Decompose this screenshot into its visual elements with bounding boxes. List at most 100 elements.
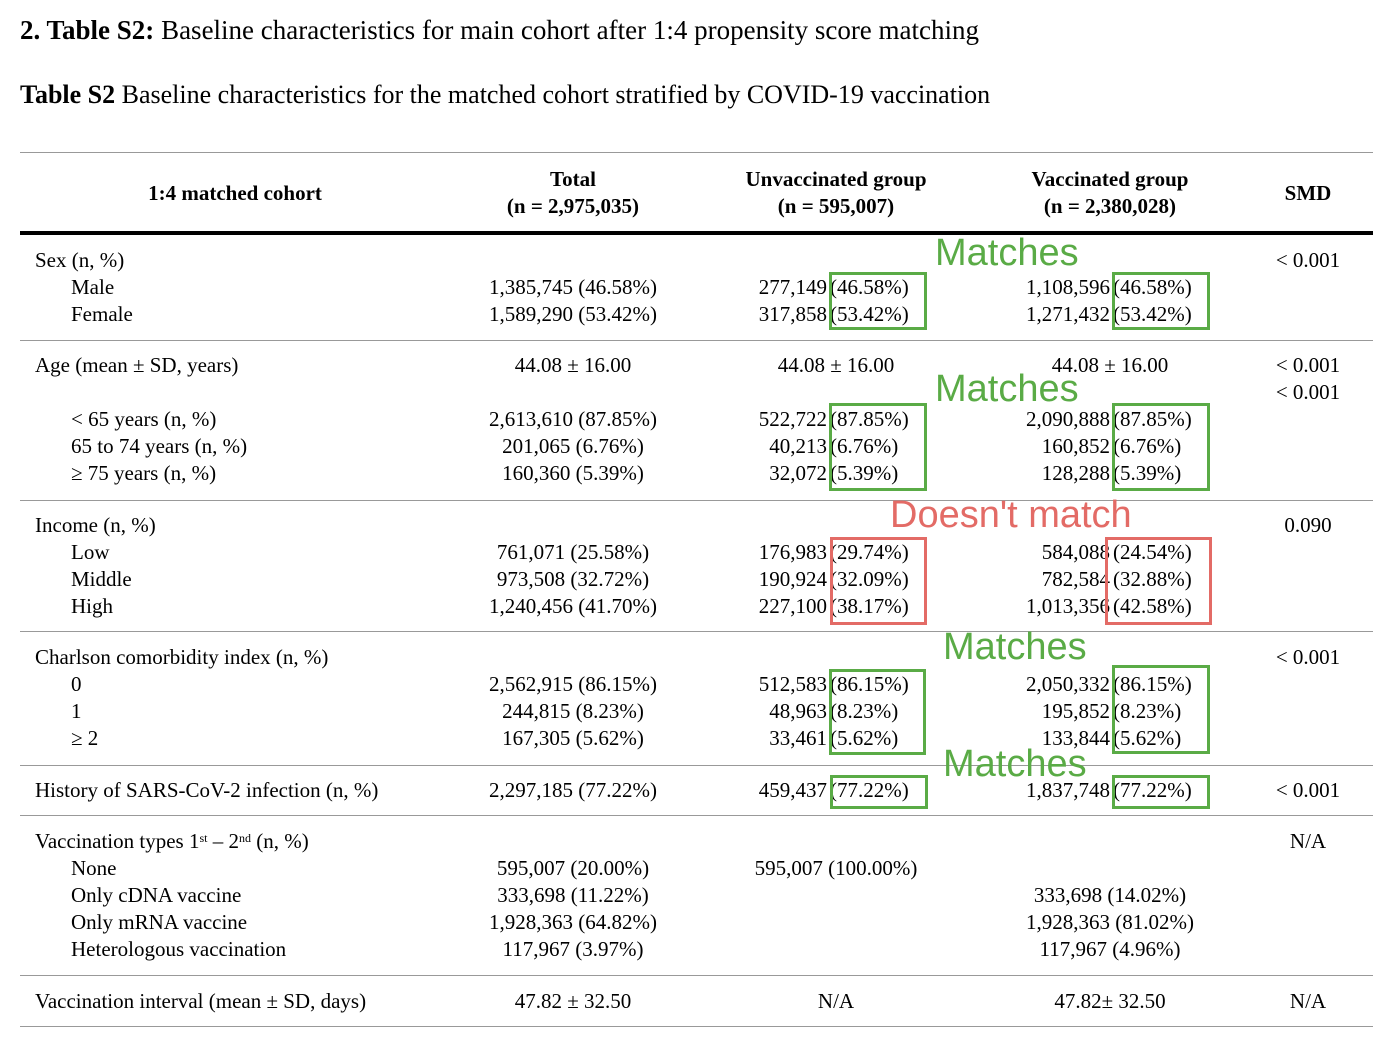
smd-cell: 0.090 <box>1284 513 1332 537</box>
heading-text: Baseline characteristics for main cohort… <box>154 15 980 45</box>
header-vacc-label: Vaccinated group <box>1031 167 1189 191</box>
unvaccinated-count: 317,858 <box>758 302 827 326</box>
vaccinated-percent: (42.58%) <box>1113 594 1192 618</box>
vaccinated-count: 128,288 <box>1041 461 1110 485</box>
row-sublabel: Male <box>71 275 115 299</box>
vaccinated-percent: (5.62%) <box>1113 726 1182 750</box>
match-highlight-box <box>1112 403 1210 491</box>
vaccinated-count: 2,050,332 <box>1026 672 1110 696</box>
match-highlight-box <box>829 272 927 330</box>
total-cell: 761,071 (25.58%) <box>496 540 650 564</box>
header-smd: SMD <box>1284 181 1332 205</box>
row-sublabel: ≥ 2 <box>71 726 99 750</box>
vaccinated-cell: 1,928,363 (81.02%) <box>1026 910 1194 934</box>
row-sublabel: Female <box>71 302 133 326</box>
unvaccinated-percent: (46.58%) <box>830 275 909 299</box>
vaccinated-count: 1,013,356 <box>1026 594 1110 618</box>
unvaccinated-cell: N/A <box>817 989 855 1013</box>
row-sublabel: 65 to 74 years (n, %) <box>71 434 248 458</box>
total-cell: 2,297,185 (77.22%) <box>489 778 657 802</box>
total-cell: 44.08 ± 16.00 <box>514 353 632 377</box>
caption-text: Baseline characteristics for the matched… <box>115 80 991 109</box>
header-total-n: (n = 2,975,035) <box>506 194 640 218</box>
vaccinated-count: 133,844 <box>1041 726 1110 750</box>
vaccinated-percent: (8.23%) <box>1113 699 1182 723</box>
unvaccinated-percent: (32.09%) <box>830 567 909 591</box>
vaccinated-percent: (77.22%) <box>1113 778 1192 802</box>
section-divider <box>20 765 1373 766</box>
match-highlight-box <box>1112 775 1210 809</box>
total-cell: 47.82 ± 32.50 <box>514 989 632 1013</box>
unvaccinated-count: 33,461 <box>769 726 827 750</box>
total-cell: 595,007 (20.00%) <box>496 856 650 880</box>
smd-cell: < 0.001 <box>1275 645 1341 669</box>
total-cell: 117,967 (3.97%) <box>502 937 644 961</box>
unvaccinated-percent: (5.62%) <box>830 726 899 750</box>
mismatch-highlight-box <box>830 537 927 625</box>
unvaccinated-count: 190,924 <box>758 567 827 591</box>
section-divider <box>20 815 1373 816</box>
row-label: Age (mean ± SD, years) <box>35 353 239 377</box>
total-cell: 2,613,610 (87.85%) <box>489 407 657 431</box>
vaccinated-count: 1,108,596 <box>1026 275 1110 299</box>
vaccinated-cell: 117,967 (4.96%) <box>1039 937 1181 961</box>
unvaccinated-count: 227,100 <box>758 594 827 618</box>
unvaccinated-percent: (38.17%) <box>830 594 909 618</box>
section-divider <box>20 631 1373 632</box>
header-unvac-n: (n = 595,007) <box>777 194 895 218</box>
unvaccinated-count: 40,213 <box>769 434 827 458</box>
annotation-label: Matches <box>935 368 1079 410</box>
total-cell: 1,385,745 (46.58%) <box>489 275 657 299</box>
vaccinated-count: 2,090,888 <box>1026 407 1110 431</box>
row-label: Charlson comorbidity index (n, %) <box>35 645 329 669</box>
total-cell: 973,508 (32.72%) <box>496 567 650 591</box>
total-cell: 1,589,290 (53.42%) <box>489 302 657 326</box>
table-top-rule <box>20 152 1373 153</box>
header-total: Total (n = 2,975,035) <box>423 166 723 220</box>
vaccinated-count: 160,852 <box>1041 434 1110 458</box>
row-label: Vaccination types 1st – 2nd (n, %) <box>35 828 455 854</box>
total-cell: 1,240,456 (41.70%) <box>489 594 657 618</box>
unvaccinated-percent: (77.22%) <box>830 778 909 802</box>
section-divider <box>20 500 1373 501</box>
section-divider <box>20 1026 1373 1027</box>
header-vacc-n: (n = 2,380,028) <box>1043 194 1177 218</box>
vaccinated-cell: 333,698 (14.02%) <box>1033 883 1187 907</box>
total-cell: 244,815 (8.23%) <box>502 699 644 723</box>
total-cell: 167,305 (5.62%) <box>502 726 644 750</box>
row-label: Vaccination interval (mean ± SD, days) <box>35 989 367 1013</box>
row-label: History of SARS-CoV-2 infection (n, %) <box>35 778 379 802</box>
vaccinated-cell: 47.82± 32.50 <box>1054 989 1166 1013</box>
vaccinated-count: 1,271,432 <box>1026 302 1110 326</box>
row-sublabel: Only mRNA vaccine <box>71 910 248 934</box>
row-sublabel: Only cDNA vaccine <box>71 883 242 907</box>
row-sublabel: Middle <box>71 567 132 591</box>
header-rule <box>20 231 1373 235</box>
vaccinated-percent: (6.76%) <box>1113 434 1182 458</box>
header-unvac-label: Unvaccinated group <box>745 167 927 191</box>
label-part: nd <box>238 831 251 845</box>
vaccinated-cell: 44.08 ± 16.00 <box>1051 353 1169 377</box>
total-cell: 2,562,915 (86.15%) <box>489 672 657 696</box>
unvaccinated-percent: (29.74%) <box>830 540 909 564</box>
section-heading: 2. Table S2: Baseline characteristics fo… <box>20 15 979 46</box>
unvaccinated-percent: (87.85%) <box>830 407 909 431</box>
unvaccinated-count: 277,149 <box>758 275 827 299</box>
row-sublabel: 0 <box>71 672 82 696</box>
vaccinated-percent: (32.88%) <box>1113 567 1192 591</box>
unvaccinated-cell: 44.08 ± 16.00 <box>777 353 895 377</box>
row-sublabel: Low <box>71 540 110 564</box>
total-cell: 160,360 (5.39%) <box>502 461 644 485</box>
vaccinated-percent: (5.39%) <box>1113 461 1182 485</box>
unvaccinated-count: 176,983 <box>758 540 827 564</box>
smd-cell: < 0.001 <box>1275 380 1341 404</box>
row-sublabel: Heterologous vaccination <box>71 937 287 961</box>
smd-cell: N/A <box>1289 989 1327 1013</box>
row-label: Sex (n, %) <box>35 248 125 272</box>
row-sublabel: < 65 years (n, %) <box>71 407 217 431</box>
header-unvaccinated: Unvaccinated group (n = 595,007) <box>686 166 986 220</box>
smd-cell: < 0.001 <box>1275 778 1341 802</box>
vaccinated-percent: (53.42%) <box>1113 302 1192 326</box>
mismatch-highlight-box <box>1105 537 1212 625</box>
vaccinated-percent: (24.54%) <box>1113 540 1192 564</box>
